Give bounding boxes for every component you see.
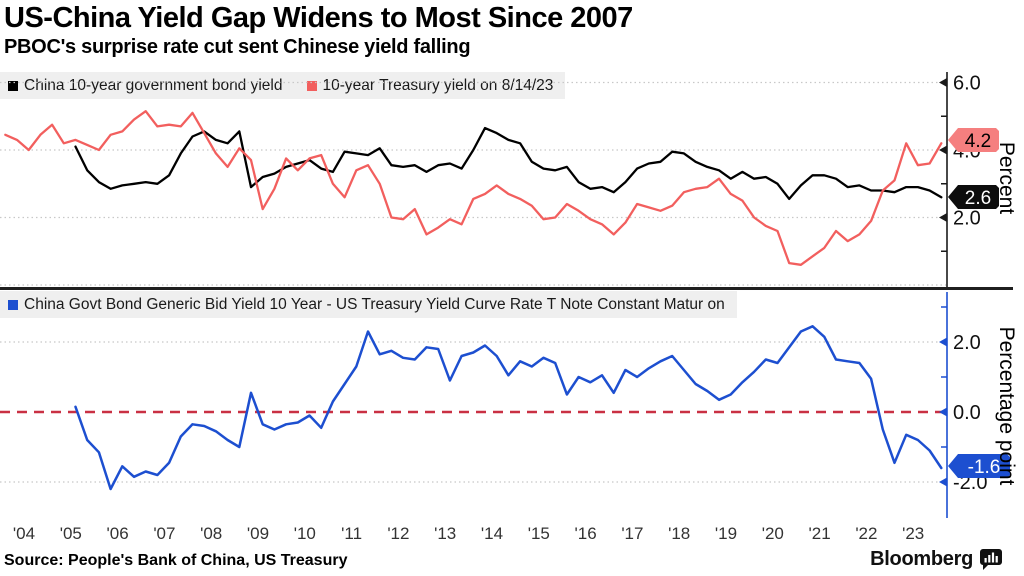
x-tick-label: '11 xyxy=(341,524,362,543)
x-tick-label: '14 xyxy=(481,524,503,543)
y-axis-major-tick xyxy=(939,145,947,155)
bottom-y-axis-title: Percentage point xyxy=(995,327,1018,486)
value-badge-us-label: 4.2 xyxy=(965,131,991,152)
y-axis-major-tick xyxy=(939,477,947,487)
legend-swatch-treasury-yield xyxy=(306,80,317,91)
y-tick-label-2: 2.0 xyxy=(953,208,981,230)
x-tick-label: '10 xyxy=(294,524,316,543)
top-y-axis-title: Percent xyxy=(995,142,1018,215)
x-tick-label: '21 xyxy=(809,524,831,543)
value-badge-us-shape xyxy=(948,128,999,152)
value-badge-gap-label: -1.6 xyxy=(968,457,1001,478)
legend-bottom-panel: China Govt Bond Generic Bid Yield 10 Yea… xyxy=(0,291,737,318)
x-tick-label: '13 xyxy=(434,524,456,543)
y-axis-major-tick xyxy=(939,213,947,222)
legend-swatch-yield-gap xyxy=(8,299,18,310)
bloomberg-logo: Bloomberg xyxy=(870,548,1002,571)
x-tick-label: '20 xyxy=(762,524,784,543)
page-title: US-China Yield Gap Widens to Most Since … xyxy=(4,2,633,34)
bloomberg-chart-bubble-icon xyxy=(980,549,1002,570)
x-tick-label: '08 xyxy=(200,524,222,543)
legend-swatch-china-yield xyxy=(8,80,18,91)
series-group xyxy=(4,110,943,266)
x-tick-label: '22 xyxy=(855,524,877,543)
legend-label-china-yield: China 10-year government bond yield xyxy=(24,76,283,94)
x-tick-label: '04 xyxy=(13,524,35,543)
series-line xyxy=(74,126,943,201)
legend-item-yield-gap: China Govt Bond Generic Bid Yield 10 Yea… xyxy=(8,296,725,314)
x-tick-label: '09 xyxy=(247,524,269,543)
value-badge-china: 2.6 xyxy=(948,185,999,209)
x-tick-label: '05 xyxy=(60,524,82,543)
value-badge-china-shape xyxy=(948,185,999,209)
x-tick-label: '15 xyxy=(528,524,550,543)
y-axis-major-tick xyxy=(939,337,947,347)
x-tick-label: '16 xyxy=(575,524,597,543)
legend-item-china-yield: China 10-year government bond yield xyxy=(8,77,283,95)
value-badge-gap: -1.6 xyxy=(948,454,1010,478)
legend-label-treasury-yield: 10-year Treasury yield on 8/14/23 xyxy=(322,76,554,94)
y-tick-label-6: 6.0 xyxy=(953,73,981,95)
y-tick-label-p2: 2.0 xyxy=(953,332,981,354)
x-tick-label: '18 xyxy=(668,524,690,543)
x-tick-label: '17 xyxy=(621,524,643,543)
x-tick-label: '07 xyxy=(153,524,175,543)
legend-item-treasury-yield: 10-year Treasury yield on 8/14/23 xyxy=(306,76,554,95)
x-tick-label: '12 xyxy=(387,524,409,543)
value-badge-us: 4.2 xyxy=(948,128,999,152)
bloomberg-logo-text: Bloomberg xyxy=(870,548,973,570)
source-label: Source: People's Bank of China, US Treas… xyxy=(4,552,348,569)
y-tick-label-0: 0.0 xyxy=(953,402,981,424)
legend-label-yield-gap: China Govt Bond Generic Bid Yield 10 Yea… xyxy=(24,295,725,313)
legend-top-panel: China 10-year government bond yield 10-y… xyxy=(0,72,566,99)
value-badge-gap-shape xyxy=(948,454,1010,478)
series-group xyxy=(74,325,943,491)
series-line xyxy=(4,110,943,266)
x-tick-label: '23 xyxy=(902,524,924,543)
top-y-tick-labels: 6.0 4.0 2.0 xyxy=(953,73,981,230)
y-axis-major-tick xyxy=(939,78,947,87)
series-line xyxy=(74,325,943,491)
page-subtitle: PBOC's surprise rate cut sent Chinese yi… xyxy=(4,36,471,58)
x-tick-label: '06 xyxy=(107,524,129,543)
x-tick-label: '19 xyxy=(715,524,737,543)
value-badge-china-label: 2.6 xyxy=(965,188,991,209)
y-axis-major-tick xyxy=(939,407,947,417)
